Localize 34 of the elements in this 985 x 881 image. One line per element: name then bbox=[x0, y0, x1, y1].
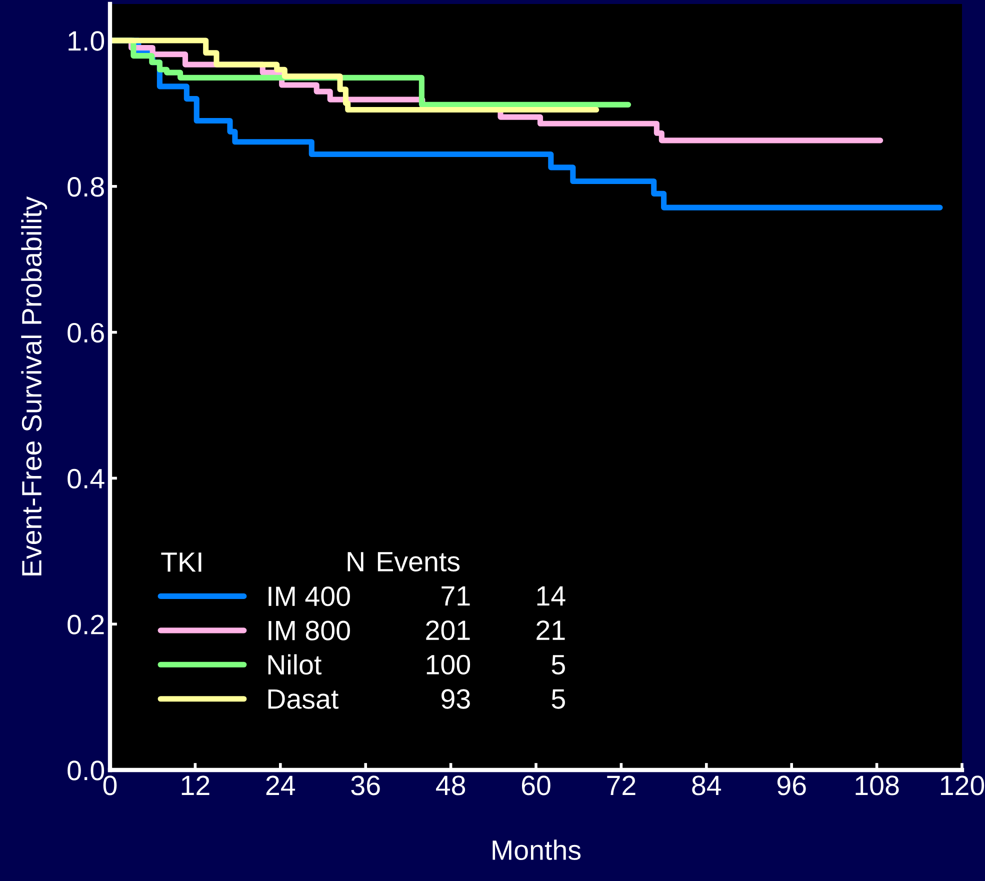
annotation: N bbox=[348, 552, 364, 572]
y-tick-label: 1.0 bbox=[68, 31, 104, 51]
y-tick-label: 0.6 bbox=[68, 322, 104, 343]
x-axis-title: Months bbox=[492, 840, 581, 860]
x-tick-label: 84 bbox=[692, 776, 722, 796]
x-tick-label: 108 bbox=[856, 776, 899, 796]
annotation: 93 bbox=[442, 689, 470, 709]
y-axis-title: Event-Free Survival Probability bbox=[21, 196, 48, 576]
y-tick-label: 0.0 bbox=[68, 760, 104, 780]
x-tick-label: 0 bbox=[103, 776, 117, 796]
x-tick-label: 12 bbox=[182, 776, 210, 795]
annotation: 14 bbox=[537, 586, 566, 606]
legend-title: TKI bbox=[161, 552, 202, 572]
x-tick-label: 48 bbox=[436, 776, 466, 796]
legend-label: IM 800 bbox=[268, 620, 350, 640]
y-tick-label: 0.4 bbox=[68, 468, 104, 489]
annotation: 71 bbox=[442, 586, 470, 606]
legend-label: Dasat bbox=[268, 689, 338, 709]
x-tick-label: 96 bbox=[777, 776, 806, 796]
annotation: 21 bbox=[536, 620, 565, 640]
x-tick-label: 36 bbox=[351, 776, 380, 796]
y-tick-label: 0.8 bbox=[68, 177, 104, 197]
x-tick-label: 60 bbox=[522, 776, 550, 796]
annotation: 201 bbox=[426, 620, 470, 640]
annotation: 5 bbox=[552, 655, 565, 674]
annotation: 100 bbox=[426, 654, 470, 674]
y-tick-label: 0.2 bbox=[68, 614, 104, 634]
x-tick-label: 24 bbox=[266, 776, 296, 795]
x-tick-label: 72 bbox=[607, 776, 636, 795]
annotation: 5 bbox=[552, 689, 565, 709]
annotation: Events bbox=[378, 552, 460, 572]
legend-label: IM 400 bbox=[268, 586, 350, 606]
legend-label: Nilot bbox=[268, 654, 322, 675]
x-tick-label: 120 bbox=[940, 776, 984, 796]
